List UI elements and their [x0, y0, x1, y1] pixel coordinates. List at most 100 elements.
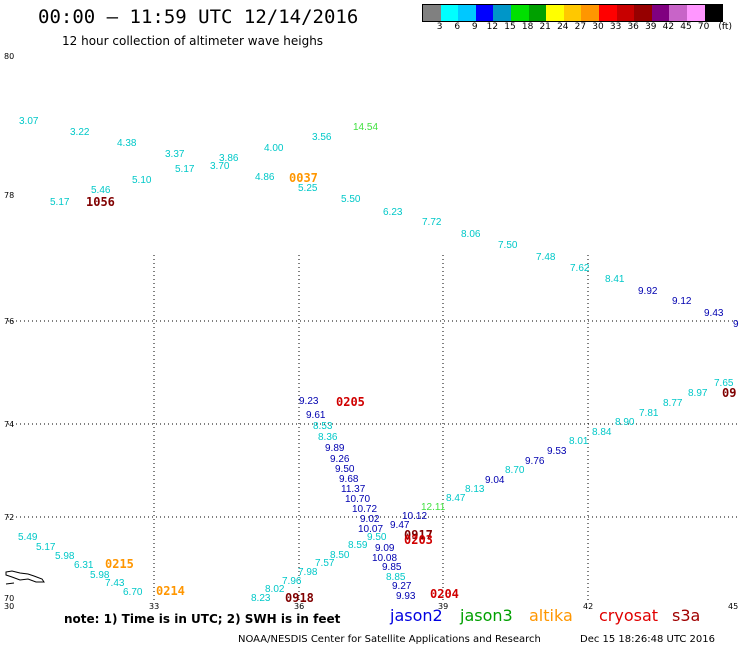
wave-height-value: 3.70	[210, 161, 230, 172]
color-scale-label: 3	[436, 22, 443, 32]
latitude-tick-label: 80	[4, 52, 14, 61]
wave-height-value: 7.72	[422, 217, 442, 228]
color-scale-label: 45	[680, 22, 692, 32]
color-scale-label: 12	[486, 22, 499, 32]
wave-height-value: 5.10	[132, 175, 152, 186]
longitude-tick-label: 39	[438, 602, 448, 611]
color-scale-label: 70	[697, 22, 710, 32]
color-scale-label: (ft)	[718, 22, 732, 32]
wave-height-value: 5.17	[36, 542, 56, 553]
wave-height-value: 8.01	[569, 436, 589, 447]
wave-height-value: 9.68	[339, 474, 359, 485]
color-scale-label: 27	[574, 22, 587, 32]
wave-height-labels: 3.07 3.22 4.38 3.37 5.17 3.863.70 4.00 3.56 14.5…	[18, 116, 739, 604]
wave-height-value: 3.07	[19, 116, 39, 127]
wave-height-value: 5.25	[298, 183, 318, 194]
wave-height-value: 9	[733, 319, 739, 330]
color-swatch	[704, 5, 723, 21]
wave-height-value: 8.41	[605, 274, 625, 285]
wave-height-value: 8.59	[348, 540, 368, 551]
color-swatch	[546, 5, 564, 21]
legend-entry-jason3: jason3	[460, 606, 513, 625]
wave-height-value: 10.72	[352, 504, 377, 515]
wave-height-value: 8.13	[465, 484, 485, 495]
color-swatch	[493, 5, 511, 21]
color-swatch	[651, 5, 670, 21]
pass-time-label: 09	[722, 386, 736, 400]
wave-height-value: 8.84	[592, 427, 612, 438]
wave-height-value: 10.12	[402, 511, 427, 522]
wave-height-value: 5.17	[50, 197, 70, 208]
color-scale-label: 21	[539, 22, 551, 32]
wave-height-value: 9.85	[382, 562, 402, 573]
wave-height-value: 5.17	[175, 164, 195, 175]
pass-time-label: 0205	[336, 395, 365, 409]
credit-line: NOAA/NESDIS Center for Satellite Applica…	[238, 634, 541, 645]
color-swatch	[510, 5, 529, 21]
color-swatch	[581, 5, 599, 21]
legend-entry-cryosat: cryosat	[599, 606, 659, 625]
color-swatch	[440, 5, 459, 21]
page-title: 00:00 – 11:59 UTC 12/14/2016	[38, 6, 359, 28]
color-scale-bar	[422, 4, 724, 22]
axis-tick-labels: 30 33 36 39 42 45 80 78 76 74 72 70	[4, 52, 738, 611]
wave-height-value: 4.38	[117, 138, 137, 149]
wave-height-value: 9.50	[335, 464, 355, 475]
wave-height-value: 10.70	[345, 494, 370, 505]
pass-time-label: 0037	[289, 171, 318, 185]
wave-height-value: 9.92	[638, 286, 658, 297]
latitude-tick-label: 76	[4, 317, 14, 326]
pass-time-label: 0215	[105, 557, 134, 571]
pass-time-label: 0214	[156, 584, 185, 598]
wave-height-value: 9.26	[330, 454, 350, 465]
longitude-tick-label: 33	[149, 602, 159, 611]
longitude-tick-label: 45	[728, 602, 738, 611]
wave-height-value: 8.53	[313, 421, 333, 432]
wave-height-value: 3.86	[219, 153, 239, 164]
wave-height-value: 8.50	[330, 550, 350, 561]
wave-height-value: 9.93	[396, 591, 416, 602]
wave-height-value: 11.37	[341, 484, 366, 495]
wave-height-value: 9.27	[392, 581, 412, 592]
color-scale-labels: 3 6 9 12 15 18 21 24 27 30 33 36 39 42 45 70 (ft)	[422, 22, 740, 36]
wave-height-value: 7.43	[105, 578, 125, 589]
color-scale-label: 6	[454, 22, 461, 32]
wave-height-value: 3.37	[165, 149, 185, 160]
pass-time-label: 0204	[430, 587, 459, 601]
color-scale-label: 15	[504, 22, 516, 32]
pass-time-label: 1056	[86, 195, 115, 209]
color-scale-label: 24	[557, 22, 569, 32]
wave-height-value: 12.11	[421, 502, 446, 513]
wave-height-value: 6.23	[383, 207, 403, 218]
wave-height-value: 5.98	[90, 570, 110, 581]
latitude-tick-label: 72	[4, 513, 14, 522]
wave-height-value: 8.06	[461, 229, 481, 240]
wave-height-value: 9.23	[299, 396, 319, 407]
latitude-tick-label: 74	[4, 420, 14, 429]
footnote: note: 1) Time is in UTC; 2) SWH is in fe…	[64, 612, 341, 626]
wave-height-value: 9.12	[672, 296, 692, 307]
wave-height-value: 9.02	[360, 514, 380, 525]
wave-height-value: 9.61	[306, 410, 326, 421]
wave-height-value: 7.48	[536, 252, 556, 263]
color-swatch	[686, 5, 705, 21]
wave-height-value: 5.50	[341, 194, 361, 205]
color-scale-label: 33	[609, 22, 622, 32]
wave-height-value: 9.47	[390, 520, 410, 531]
color-scale-label: 39	[645, 22, 657, 32]
page-subtitle: 12 hour collection of altimeter wave hei…	[62, 34, 324, 48]
wave-height-value: 7.65	[714, 378, 734, 389]
color-swatch	[669, 5, 687, 21]
wave-height-value: 9.50	[367, 532, 387, 543]
wave-height-value: 6.70	[123, 587, 143, 598]
wave-height-value: 8.77	[663, 398, 683, 409]
wave-height-value: 8.36	[318, 432, 338, 443]
color-swatch	[563, 5, 582, 21]
wave-height-value: 8.97	[688, 388, 708, 399]
wave-height-value: 8.90	[615, 417, 635, 428]
wave-height-value: 14.54	[353, 122, 378, 133]
wave-height-value: 9.09	[375, 543, 395, 554]
longitude-tick-label: 36	[294, 602, 304, 611]
